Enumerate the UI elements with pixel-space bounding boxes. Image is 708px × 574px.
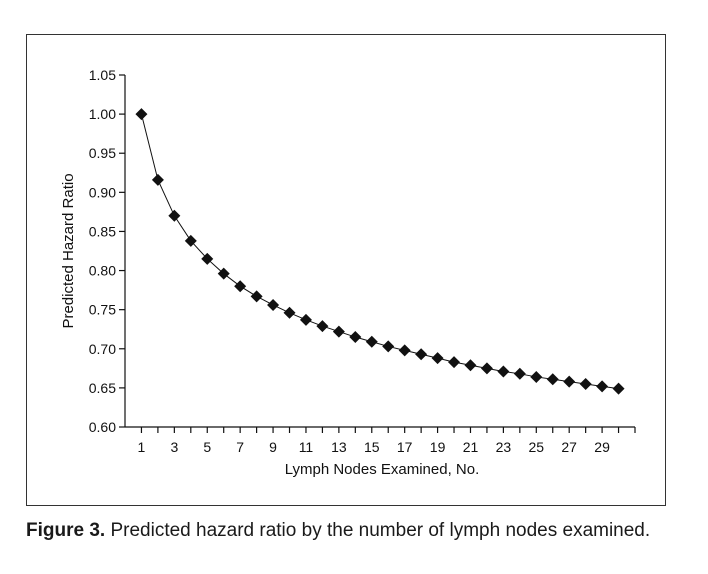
x-tick-label: 13	[331, 439, 347, 455]
data-point	[415, 348, 428, 361]
data-point	[168, 209, 181, 222]
y-tick-label: 0.75	[89, 302, 116, 318]
data-point	[316, 320, 329, 333]
x-tick-label: 11	[299, 439, 314, 455]
data-point	[579, 377, 592, 390]
y-tick-label: 0.90	[89, 184, 116, 200]
data-point	[365, 335, 378, 348]
data-point	[151, 173, 164, 186]
x-tick-label: 1	[138, 439, 146, 455]
caption-label: Figure 3.	[26, 520, 106, 541]
data-point	[497, 365, 510, 378]
data-point	[332, 325, 345, 338]
data-point	[299, 313, 312, 326]
data-point	[349, 331, 362, 344]
data-point	[234, 280, 247, 293]
data-point	[267, 298, 280, 311]
hazard-ratio-chart: 0.60 0.65 0.70 0.75 0.80 0.85 0.90 0.95 1.00 1.05…	[60, 67, 636, 478]
y-tick-label: 0.65	[89, 380, 116, 396]
figure-caption: Figure 3. Predicted hazard ratio by the …	[26, 520, 650, 542]
data-point	[480, 362, 493, 375]
x-tick-label: 25	[529, 439, 545, 455]
data-point	[431, 352, 444, 365]
y-tick-label: 1.05	[89, 67, 116, 83]
x-tick-label: 19	[430, 439, 446, 455]
x-tick-label: 9	[269, 439, 277, 455]
y-tick-label: 0.60	[89, 419, 116, 435]
data-point	[612, 382, 625, 395]
x-tick-label: 17	[397, 439, 413, 455]
x-tick-label: 7	[236, 439, 244, 455]
data-point	[201, 252, 214, 265]
x-tick-label: 5	[203, 439, 211, 455]
data-point	[217, 267, 230, 280]
x-tick-label: 29	[594, 439, 610, 455]
y-tick-label: 0.95	[89, 145, 116, 161]
data-point	[546, 373, 559, 386]
x-tick-label: 23	[496, 439, 512, 455]
data-point	[448, 356, 461, 369]
y-tick-label: 0.85	[89, 223, 116, 239]
x-tick-label: 15	[364, 439, 380, 455]
data-point	[530, 370, 543, 383]
data-point	[184, 234, 197, 247]
x-tick-label: 27	[561, 439, 577, 455]
x-tick-label: 3	[170, 439, 178, 455]
y-tick-label: 0.70	[89, 341, 116, 357]
series-line	[140, 113, 619, 390]
data-point	[398, 344, 411, 357]
data-point	[563, 375, 576, 388]
data-point	[250, 290, 263, 303]
x-tick-label: 21	[463, 439, 479, 455]
data-point	[513, 367, 526, 380]
data-point	[596, 380, 609, 393]
y-axis-title: Predicted Hazard Ratio	[60, 173, 77, 328]
data-point	[464, 359, 477, 372]
data-point	[382, 340, 395, 353]
x-axis-title: Lymph Nodes Examined, No.	[285, 461, 480, 478]
caption-text: Predicted hazard ratio by the number of …	[105, 520, 651, 541]
y-tick-label: 0.80	[89, 263, 116, 279]
data-point	[135, 108, 148, 121]
data-point	[283, 306, 296, 319]
figure-frame: 0.60 0.65 0.70 0.75 0.80 0.85 0.90 0.95 1.00 1.05…	[26, 34, 666, 506]
y-tick-label: 1.00	[89, 106, 116, 122]
